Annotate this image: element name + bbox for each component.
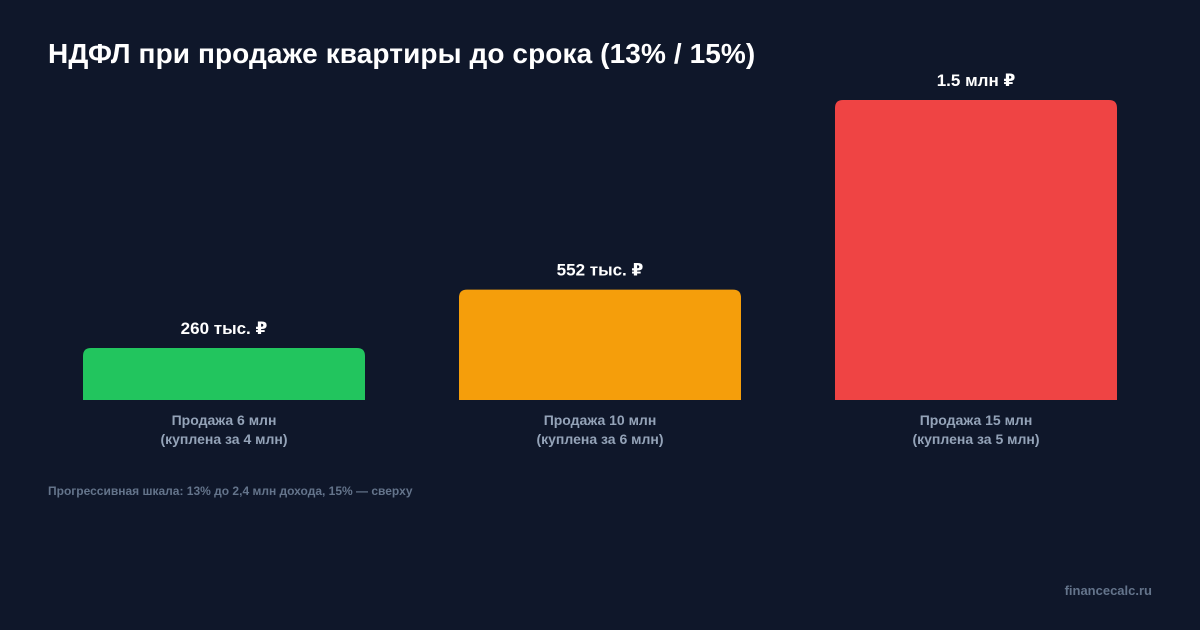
brand-watermark: financecalc.ru [1064, 583, 1152, 598]
category-label-3-line-1: Продажа 15 млн [920, 412, 1033, 428]
bars-group: 260 тыс. ₽ Продажа 6 млн (куплена за 4 млн… [83, 71, 1117, 447]
category-label-2-line-2: (куплена за 6 млн) [536, 431, 663, 447]
category-label-1-line-2: (куплена за 4 млн) [160, 431, 287, 447]
bar-value-label-3: 1.5 млн ₽ [937, 71, 1016, 90]
bar-3 [835, 100, 1117, 400]
category-label-3-line-2: (куплена за 5 млн) [912, 431, 1039, 447]
bar-1 [83, 348, 365, 400]
category-label-1-line-1: Продажа 6 млн [172, 412, 277, 428]
category-label-2-line-1: Продажа 10 млн [544, 412, 657, 428]
bar-value-label-1: 260 тыс. ₽ [181, 319, 268, 338]
footnote: Прогрессивная шкала: 13% до 2,4 млн дохо… [48, 484, 413, 498]
bar-2 [459, 289, 741, 400]
bar-value-label-2: 552 тыс. ₽ [557, 261, 644, 280]
chart-title: НДФЛ при продаже квартиры до срока (13% … [48, 38, 756, 69]
